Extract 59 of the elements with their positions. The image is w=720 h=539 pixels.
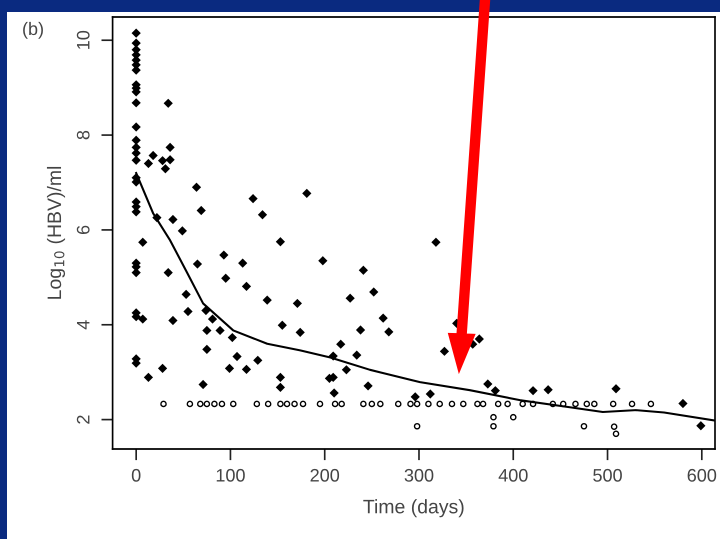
point [436, 400, 444, 408]
point [300, 400, 306, 408]
x-tick-label: 600 [688, 468, 716, 482]
point [291, 400, 298, 408]
point [510, 414, 517, 421]
point [316, 400, 324, 408]
x-tick-label: 200 [310, 468, 340, 482]
point [474, 400, 481, 408]
point [394, 400, 402, 408]
point [196, 400, 204, 408]
x-tick-label: 500 [593, 468, 622, 482]
point [218, 400, 226, 408]
point [628, 400, 636, 408]
point [332, 400, 338, 408]
point [460, 400, 467, 408]
point [494, 400, 502, 408]
y-axis-title: Log$_{10}$ (HBV)/ml [46, 166, 66, 299]
point [591, 400, 598, 408]
point [211, 400, 218, 408]
point [425, 400, 432, 408]
point [490, 422, 497, 430]
point [368, 400, 376, 408]
point [490, 414, 497, 421]
point [583, 400, 590, 408]
text: (b) [23, 22, 43, 39]
point [448, 400, 456, 408]
point [572, 400, 579, 408]
y-tick-label: 10 [76, 30, 90, 49]
point [414, 422, 420, 430]
point [160, 400, 167, 408]
y-tick-label: 8 [76, 130, 90, 140]
point [204, 400, 210, 408]
point [480, 400, 486, 408]
point [254, 400, 260, 408]
y-tick-label: 4 [76, 320, 90, 330]
point [230, 400, 237, 408]
y-tick-label: 6 [76, 226, 90, 234]
point [519, 400, 526, 408]
point [504, 400, 511, 408]
point [610, 423, 618, 430]
point [407, 400, 414, 408]
x-tick-label: 400 [498, 468, 528, 482]
point [360, 400, 367, 408]
point [612, 430, 620, 438]
y-tick-label: 2 [76, 415, 90, 424]
point [264, 400, 272, 408]
point [414, 400, 420, 408]
x-tick-label: 300 [404, 468, 434, 482]
point [610, 400, 616, 408]
point [580, 422, 588, 430]
point [277, 400, 284, 408]
point [377, 400, 384, 408]
point [284, 400, 290, 408]
x-tick-label: 100 [216, 468, 245, 482]
x-axis-title: Time (days) [363, 499, 464, 518]
point [648, 400, 654, 408]
x-tick-label: 0 [132, 468, 140, 482]
point [186, 400, 194, 408]
point [338, 400, 345, 408]
